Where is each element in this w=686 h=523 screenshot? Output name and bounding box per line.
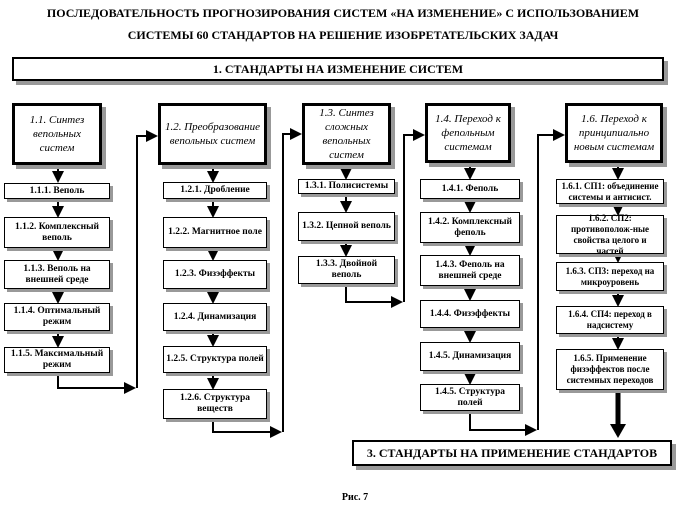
title-line-1: ПОСЛЕДОВАТЕЛЬНОСТЬ ПРОГНОЗИРОВАНИЯ СИСТЕ… <box>46 6 640 20</box>
item-1-6-1: 1.6.1. СП1: объединение системы и антиси… <box>556 179 664 204</box>
top-banner: 1. СТАНДАРТЫ НА ИЗМЕНЕНИЕ СИСТЕМ <box>12 57 664 81</box>
item-1-6-4: 1.6.4. СП4: переход в надсистему <box>556 306 664 334</box>
item-1-4-3: 1.4.3. Феполь на внешней среде <box>420 255 520 286</box>
header-1-3: 1.3. Синтез сложных вепольных систем <box>302 103 391 165</box>
item-1-4-1: 1.4.1. Феполь <box>420 179 520 199</box>
item-1-4-5: 1.4.5. Динамизация <box>420 342 520 371</box>
item-1-6-3: 1.6.3. СП3: переход на микроуровень <box>556 262 664 291</box>
item-1-1-4: 1.1.4. Оптимальный режим <box>4 303 110 331</box>
item-1-4-4: 1.4.4. Физэффекты <box>420 300 520 328</box>
item-1-3-1: 1.3.1. Полисистемы <box>298 179 395 194</box>
item-1-4-2: 1.4.2. Комплексный феполь <box>420 212 520 243</box>
item-1-2-5: 1.2.5. Структура полей <box>163 346 267 373</box>
item-1-4-5b: 1.4.5. Структура полей <box>420 384 520 411</box>
item-1-6-2: 1.6.2. СП2: противополож-ные свойства це… <box>556 213 664 256</box>
item-1-2-3: 1.2.3. Физэффекты <box>163 260 267 289</box>
item-1-3-2: 1.3.2. Цепной веполь <box>298 212 395 241</box>
title-line-2: СИСТЕМЫ 60 СТАНДАРТОВ НА РЕШЕНИЕ ИЗОБРЕТ… <box>127 28 559 42</box>
header-1-2: 1.2. Преобразование вепольных систем <box>158 103 267 165</box>
item-1-1-5: 1.1.5. Максимальный режим <box>4 347 110 373</box>
item-1-6-5: 1.6.5. Применение физэффектов после сист… <box>556 349 664 390</box>
header-1-1: 1.1. Синтез вепольных систем <box>12 103 102 165</box>
figure-caption: Рис. 7 <box>341 492 369 503</box>
item-1-3-3: 1.3.3. Двойной веполь <box>298 256 395 284</box>
item-1-1-1: 1.1.1. Веполь <box>4 183 110 199</box>
item-1-1-3: 1.1.3. Веполь на внешней среде <box>4 260 110 289</box>
bottom-banner: 3. СТАНДАРТЫ НА ПРИМЕНЕНИЕ СТАНДАРТОВ <box>352 440 672 466</box>
item-1-2-1: 1.2.1. Дробление <box>163 182 267 199</box>
header-1-6: 1.6. Переход к принципиально новым систе… <box>565 103 663 163</box>
item-1-2-2: 1.2.2. Магнитное поле <box>163 217 267 248</box>
item-1-2-6: 1.2.6. Структура веществ <box>163 389 267 419</box>
item-1-2-4: 1.2.4. Динамизация <box>163 303 267 331</box>
item-1-1-2: 1.1.2. Комплексный веполь <box>4 217 110 248</box>
header-1-4: 1.4. Переход к фепольным системам <box>425 103 511 163</box>
